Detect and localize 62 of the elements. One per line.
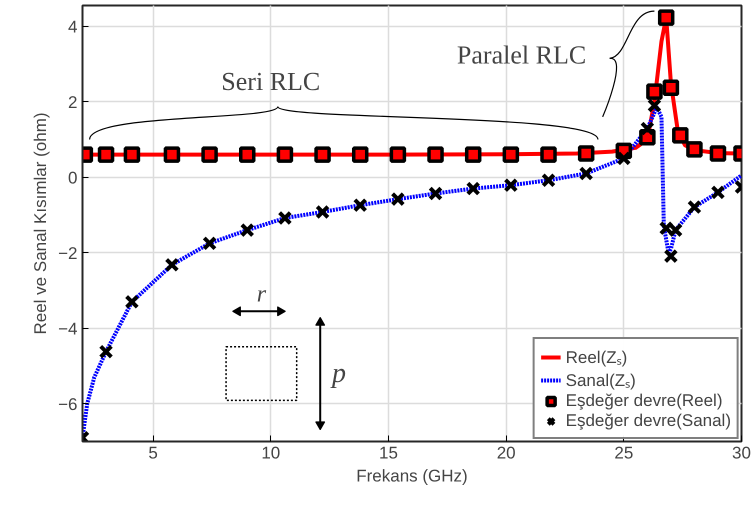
point <box>658 9 674 26</box>
y-tick-label: 4 <box>68 17 78 36</box>
point <box>164 146 180 163</box>
point <box>352 146 368 163</box>
point <box>540 146 557 163</box>
annotation: Paralel RLC <box>456 40 586 70</box>
legend-label: Reel(Zₛ) <box>566 347 628 368</box>
point <box>239 146 256 163</box>
point <box>314 146 331 163</box>
legend-label: Sanal(Zₛ) <box>566 370 636 391</box>
point <box>672 127 689 144</box>
y-axis-title: Reel ve Sanal Kısımlar (ohm) <box>31 112 50 335</box>
point <box>201 146 218 163</box>
annotation: r <box>256 281 267 308</box>
point <box>240 222 255 238</box>
point <box>124 294 140 310</box>
y-tick-label: 2 <box>68 92 78 112</box>
point <box>164 258 180 272</box>
point <box>646 83 663 100</box>
x-tick-label: 30 <box>732 444 751 462</box>
y-tick-label: −2 <box>58 244 78 263</box>
x-tick-label: 25 <box>614 444 634 462</box>
point <box>686 141 703 158</box>
point <box>687 200 702 214</box>
point <box>502 146 520 163</box>
x-tick-label: 5 <box>148 444 158 462</box>
point <box>428 186 443 201</box>
x-axis-title: Frekans (GHz) <box>356 466 468 486</box>
point <box>504 178 518 192</box>
x-tick-label: 15 <box>379 444 398 462</box>
point <box>98 146 114 163</box>
point <box>202 236 217 251</box>
point <box>466 181 480 196</box>
point <box>278 210 292 226</box>
point <box>390 146 406 163</box>
x-tick-label: 10 <box>261 444 280 462</box>
point <box>124 146 140 163</box>
point <box>664 248 678 264</box>
legend-label: Eşdeğer devre(Reel) <box>566 391 722 411</box>
y-tick-label: −4 <box>58 319 78 338</box>
point <box>315 204 330 220</box>
y-tick-label: 0 <box>68 168 78 188</box>
annotation: Seri RLC <box>221 67 320 96</box>
point <box>352 198 368 212</box>
annotation: p <box>330 358 346 390</box>
point <box>662 80 680 96</box>
point <box>464 146 482 163</box>
x-tick-label: 20 <box>496 444 516 462</box>
point <box>578 145 594 162</box>
legend-label: Eşdeğer devre(Sanal) <box>566 411 731 431</box>
point <box>541 172 556 188</box>
point <box>710 145 726 162</box>
point <box>276 146 294 163</box>
point <box>616 151 632 166</box>
point <box>98 344 114 359</box>
point <box>710 185 726 200</box>
point <box>647 98 662 113</box>
point <box>578 166 594 181</box>
point <box>427 146 444 163</box>
point <box>640 121 655 136</box>
point <box>390 192 406 206</box>
y-tick-label: −6 <box>58 394 78 414</box>
